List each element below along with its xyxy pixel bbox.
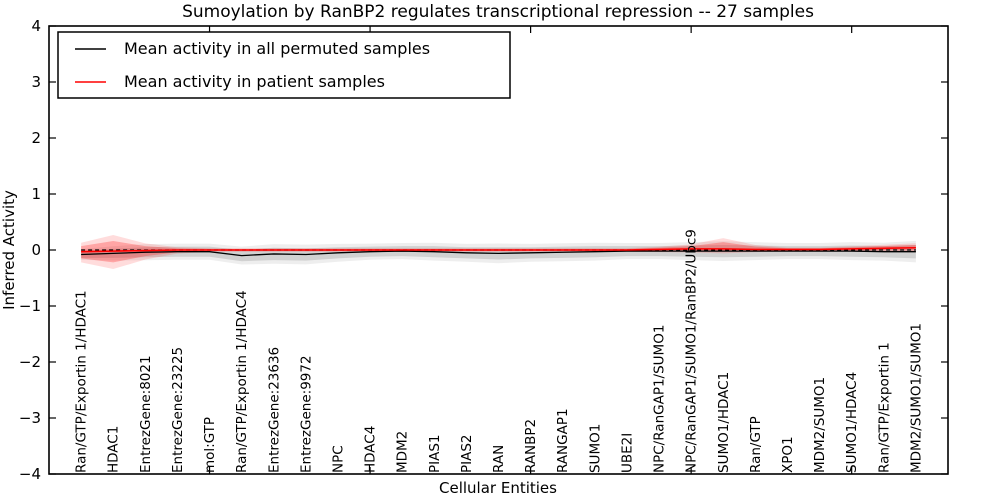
y-axis-label: Inferred Activity [0,190,18,310]
patient-mean-line [81,246,916,253]
y-tick-label: 2 [31,129,41,147]
x-category-label: EntrezGene:8021 [138,355,154,473]
x-category-label: EntrezGene:23636 [266,347,282,473]
patient-samples-spread [81,234,916,270]
legend: Mean activity in all permuted samples Me… [57,31,511,99]
x-category-label: MDM2 [395,431,411,473]
axis-ticks [49,25,948,475]
y-tick-label: 0 [31,241,41,259]
legend-box [57,31,511,99]
data-lines [81,246,916,257]
x-axis-label: Cellular Entities [439,479,557,497]
x-category-label: XPO1 [780,436,796,473]
x-category-label: RANBP2 [523,419,539,473]
x-category-label: HDAC4 [363,426,379,473]
x-category-label: NPC/RanGAP1/SUMO1/RanBP2/Ubc9 [684,229,700,473]
x-category-label: EntrezGene:23225 [170,347,186,473]
x-category-label: Ran/GTP/Exportin 1 [876,342,892,473]
x-category-labels: Ran/GTP/Exportin 1/HDAC1 HDAC1 EntrezGene:… [74,229,925,473]
y-tick-label: −1 [19,297,41,315]
x-category-label: NPC [330,445,346,473]
x-category-label: Ran/GTP/Exportin 1/HDAC4 [234,290,250,473]
x-category-label: EntrezGene:9972 [298,355,314,473]
x-category-label: Ran/GTP/Exportin 1/HDAC1 [74,290,90,473]
x-category-label: MDM2/SUMO1 [812,377,828,473]
x-category-label: SUMO1/HDAC1 [716,372,732,473]
y-tick-label: 4 [31,17,41,35]
x-category-label: SUMO1/HDAC4 [844,372,860,473]
x-category-label: NPC/RanGAP1/SUMO1 [652,325,668,473]
x-category-label: mol:GTP [202,417,218,473]
patient-samples-spread [81,241,916,263]
x-category-label: SUMO1 [587,424,603,473]
permuted-mean-line [81,250,916,257]
y-tick-labels: −4 −3 −2 −1 0 1 2 3 4 [19,17,41,483]
y-tick-label: −3 [19,409,41,427]
x-category-label: HDAC1 [106,426,122,473]
y-tick-label: −2 [19,353,41,371]
chart-title: Sumoylation by RanBP2 regulates transcri… [182,2,814,22]
y-tick-label: −4 [19,465,41,483]
x-category-label: PIAS2 [459,434,475,473]
x-category-label: Ran/GTP [748,416,764,473]
y-tick-label: 1 [31,185,41,203]
x-category-label: UBE2I [619,433,635,473]
x-category-label: RANGAP1 [555,408,571,473]
x-category-label: RAN [491,445,507,473]
legend-patient-label: Mean activity in patient samples [124,72,385,91]
x-category-label: PIAS1 [427,434,443,473]
x-category-label: MDM2/SUMO1/SUMO1 [908,323,924,473]
y-tick-label: 3 [31,73,41,91]
legend-permuted-label: Mean activity in all permuted samples [124,39,430,58]
